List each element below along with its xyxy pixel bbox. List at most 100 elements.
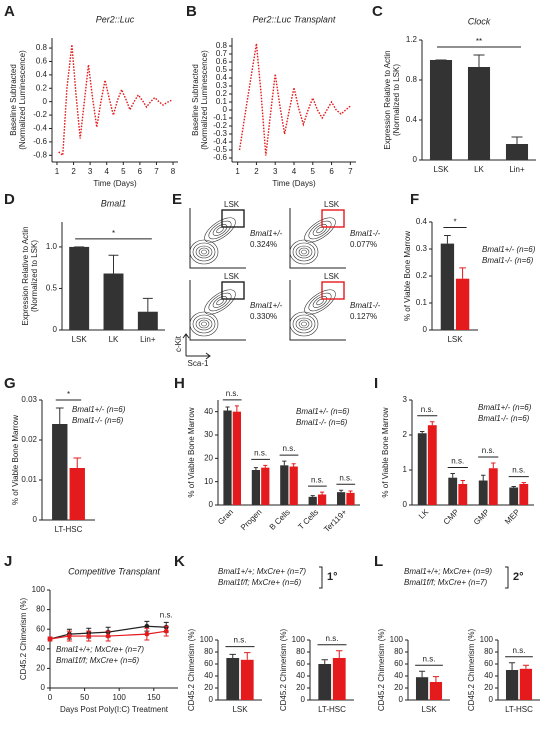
x-tick-label: LSK	[447, 335, 463, 344]
y-tick-label: 0.3	[216, 81, 228, 90]
data-point	[66, 633, 72, 639]
y-tick-label: 10	[204, 477, 213, 486]
y-axis-label: (Normalized Luminescence)	[18, 50, 27, 150]
x-tick-label: 2	[71, 167, 76, 176]
y-tick-label: 60	[296, 659, 305, 668]
significance: n.s.	[451, 457, 464, 466]
y-tick-label: 20	[204, 683, 213, 692]
significance: n.s.	[339, 473, 352, 482]
error-bar	[253, 467, 258, 470]
significance: n.s.	[512, 466, 525, 475]
legend-entry: Bmal1f/f; MxCre+ (n=6)	[56, 656, 139, 665]
y-tick-label: 100	[292, 635, 306, 644]
x-tick-label: Lin+	[509, 165, 525, 174]
x-tick-label: 0	[48, 693, 53, 702]
x-tick-label: Lin+	[140, 335, 156, 344]
y-tick-label: 80	[394, 647, 403, 656]
y-tick-label: 30	[204, 430, 213, 439]
bar	[505, 144, 529, 160]
x-tick-label: LSK	[72, 335, 88, 344]
y-tick-label: 0.6	[36, 57, 48, 66]
contour	[301, 249, 307, 255]
error-bar	[348, 490, 353, 493]
contour	[289, 239, 319, 265]
y-tick-label: -0.3	[213, 129, 227, 138]
contour	[198, 319, 210, 329]
contour	[195, 245, 213, 259]
legend-entry: Bmal1f/f; MxCre+ (n=6)	[218, 578, 301, 587]
plot-frame	[289, 208, 346, 269]
contour	[298, 247, 310, 257]
data-point	[163, 628, 169, 634]
error-bar	[336, 650, 343, 658]
bar	[317, 494, 327, 505]
data-point	[47, 636, 53, 642]
error-bar	[282, 460, 287, 466]
y-tick-label: -0.2	[33, 110, 47, 119]
legend-entry: Bmal1+/+; MxCre+ (n=7)	[56, 645, 144, 654]
y-tick-label: 60	[204, 659, 213, 668]
y-axis-label: CD45.2 Chimerism (%)	[377, 629, 386, 712]
contour	[189, 239, 219, 265]
significance: n.s.	[226, 389, 239, 398]
y-axis-label: (Normalized Luminescence)	[200, 50, 209, 150]
y-axis-label: Expression Relative to Actin	[21, 226, 30, 325]
x-tick-label: 8	[171, 167, 176, 176]
flow-y-label: c-Kit	[174, 335, 183, 352]
y-axis-label: CD45.2 Chimerism (%)	[19, 598, 28, 681]
significance: *	[67, 390, 70, 399]
legend-entry: Bmal1+/- (n=6)	[296, 407, 350, 416]
panel-letter: F	[410, 191, 419, 208]
bar	[69, 468, 85, 520]
y-axis-label: Expression Relative to Actin	[383, 50, 392, 149]
y-tick-label: -0.4	[213, 137, 227, 146]
contour	[312, 296, 328, 308]
x-tick-label: 150	[147, 693, 161, 702]
y-tick-label: 0.4	[36, 70, 48, 79]
chart-title: Competitive Transplant	[68, 566, 160, 576]
y-tick-label: 0	[423, 325, 428, 334]
x-tick-label: 5	[121, 167, 126, 176]
error-bar	[244, 652, 251, 660]
x-tick-label: T Cells	[296, 508, 320, 532]
significance: n.s.	[482, 446, 495, 455]
error-bar	[473, 54, 485, 67]
x-tick-label: 1	[55, 167, 60, 176]
y-tick-label: 60	[394, 659, 403, 668]
contour	[204, 289, 236, 315]
bar	[226, 658, 240, 700]
y-tick-label: -0.8	[33, 150, 47, 159]
significance: n.s.	[421, 405, 434, 414]
chart-title: Clock	[468, 16, 491, 26]
percent: 0.330%	[250, 312, 277, 321]
y-tick-label: 0	[403, 500, 408, 509]
x-tick-label: 1	[235, 167, 240, 176]
x-tick-label: 5	[311, 167, 316, 176]
x-tick-label: LSK	[433, 165, 449, 174]
bar	[336, 492, 346, 505]
x-tick-label: 4	[104, 167, 109, 176]
axis-arrows	[182, 333, 211, 360]
contour	[295, 317, 313, 331]
y-tick-label: 20	[296, 683, 305, 692]
percent: 0.127%	[350, 312, 377, 321]
legend-entry: Bmal1+/- (n=6)	[72, 405, 126, 414]
y-tick-label: 0.8	[36, 43, 48, 52]
significance: n.s.	[283, 444, 296, 453]
x-tick-label: 50	[80, 693, 89, 702]
bar	[427, 425, 437, 505]
contour	[192, 314, 216, 334]
y-tick-label: 80	[204, 647, 213, 656]
error-bar	[420, 431, 425, 434]
y-axis-label: Baseline Subtracted	[191, 64, 200, 136]
x-tick-label: Ter119+	[322, 507, 349, 534]
x-tick-label: Progen	[239, 508, 264, 533]
bar	[429, 682, 443, 700]
chart-title: Per2::Luc Transplant	[253, 14, 336, 24]
x-tick-label: 7	[348, 167, 353, 176]
error-bar	[460, 480, 465, 484]
x-tick-label: GMP	[472, 508, 491, 527]
legend-entry: Bmal1+/- (n=6)	[482, 245, 536, 254]
y-tick-label: -0.4	[33, 124, 47, 133]
x-tick-label: 7	[154, 167, 159, 176]
